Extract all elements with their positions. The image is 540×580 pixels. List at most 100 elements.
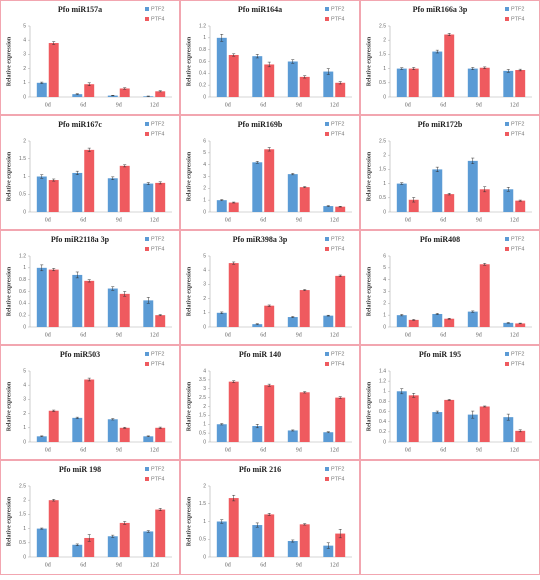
y-axis-label: Relative expression — [186, 266, 192, 316]
bar — [396, 391, 407, 442]
y-tick-label: 0.5 — [379, 80, 386, 86]
panel-border — [0, 460, 180, 575]
error-bar — [123, 87, 127, 90]
x-tick-label: 0d — [405, 332, 411, 338]
error-bar — [326, 314, 330, 317]
error-bar — [40, 81, 44, 84]
x-tick-label: 0d — [225, 332, 231, 338]
y-tick-label: 2 — [23, 498, 26, 504]
bar — [36, 267, 47, 327]
x-tick-label: 0d — [225, 562, 231, 568]
error-bar — [232, 53, 236, 57]
error-bar — [220, 519, 224, 524]
x-tick-label: 0d — [45, 447, 51, 453]
y-tick-label: 0.4 — [19, 301, 26, 307]
legend-swatch — [325, 132, 329, 136]
bar — [299, 392, 310, 442]
bar — [216, 521, 227, 557]
y-tick-label: 0 — [383, 324, 386, 330]
error-bar — [447, 317, 451, 320]
error-bar — [111, 286, 115, 291]
error-bar — [255, 54, 259, 59]
y-tick-label: 4 — [203, 268, 206, 274]
error-bar — [326, 205, 330, 207]
bar — [467, 68, 478, 97]
bar — [467, 160, 478, 212]
error-bar — [220, 199, 224, 202]
error-bar — [326, 68, 330, 75]
y-tick-label: 4 — [203, 162, 206, 168]
error-bar — [123, 426, 127, 429]
legend-label: PTF2 — [331, 466, 344, 472]
chart-title: Pfo miR 140 — [239, 350, 281, 359]
bar — [335, 206, 346, 212]
legend-label: PTF2 — [151, 6, 164, 12]
legend-label: PTF2 — [331, 6, 344, 12]
panel-border — [360, 460, 540, 575]
x-tick-label: 0d — [225, 447, 231, 453]
x-tick-label: 6d — [440, 447, 446, 453]
bar — [228, 381, 239, 442]
y-tick-label: 1.4 — [379, 368, 386, 374]
legend-label: PTF2 — [511, 236, 524, 242]
bar — [252, 56, 263, 97]
y-tick-label: 0 — [23, 209, 26, 215]
bar — [287, 430, 298, 442]
y-tick-label: 6 — [203, 138, 206, 144]
error-bar — [400, 314, 404, 317]
y-tick-label: 0.6 — [199, 59, 206, 65]
bar — [264, 149, 275, 212]
y-tick-label: 1.5 — [379, 167, 386, 173]
bar — [299, 290, 310, 327]
bar — [323, 206, 334, 212]
bar — [396, 183, 407, 212]
legend-swatch — [325, 237, 329, 241]
y-tick-label: 0.5 — [379, 195, 386, 201]
y-axis-label: Relative expression — [366, 266, 372, 316]
legend-swatch — [325, 352, 329, 356]
bar — [479, 406, 490, 442]
error-bar — [483, 186, 487, 193]
error-bar — [412, 67, 416, 70]
bar — [107, 95, 118, 97]
error-bar — [40, 174, 44, 179]
x-tick-label: 12d — [510, 217, 519, 223]
chart-title: Pfo miR408 — [420, 235, 460, 244]
bar — [432, 51, 443, 97]
bar — [503, 417, 514, 442]
y-tick-label: 4 — [203, 368, 206, 374]
legend-swatch — [505, 132, 509, 136]
x-tick-label: 0d — [405, 102, 411, 108]
x-tick-label: 6d — [80, 447, 86, 453]
panel-border — [0, 230, 180, 345]
y-tick-label: 5 — [383, 265, 386, 271]
x-tick-label: 0d — [405, 217, 411, 223]
error-bar — [146, 182, 150, 185]
x-tick-label: 12d — [510, 102, 519, 108]
panel-border — [180, 460, 360, 575]
x-tick-label: 0d — [225, 102, 231, 108]
error-bar — [40, 435, 44, 437]
y-tick-label: 4 — [23, 383, 26, 389]
x-tick-label: 12d — [330, 217, 339, 223]
error-bar — [255, 522, 259, 528]
y-tick-label: 5 — [23, 368, 26, 374]
bar — [396, 315, 407, 327]
legend-swatch — [325, 122, 329, 126]
y-tick-label: 2 — [203, 186, 206, 192]
bar — [444, 399, 455, 442]
x-tick-label: 12d — [150, 332, 159, 338]
error-bar — [255, 161, 259, 164]
error-bar — [338, 396, 342, 399]
chart-title: Pfo miR172b — [418, 120, 463, 129]
x-tick-label: 12d — [150, 102, 159, 108]
panel-border — [180, 0, 360, 115]
bar — [323, 432, 334, 442]
bar — [84, 379, 95, 442]
bar — [323, 315, 334, 327]
y-axis-label: Relative expression — [6, 151, 12, 201]
y-tick-label: 1.5 — [19, 156, 26, 162]
y-tick-label: 3 — [23, 397, 26, 403]
bar — [228, 202, 239, 212]
